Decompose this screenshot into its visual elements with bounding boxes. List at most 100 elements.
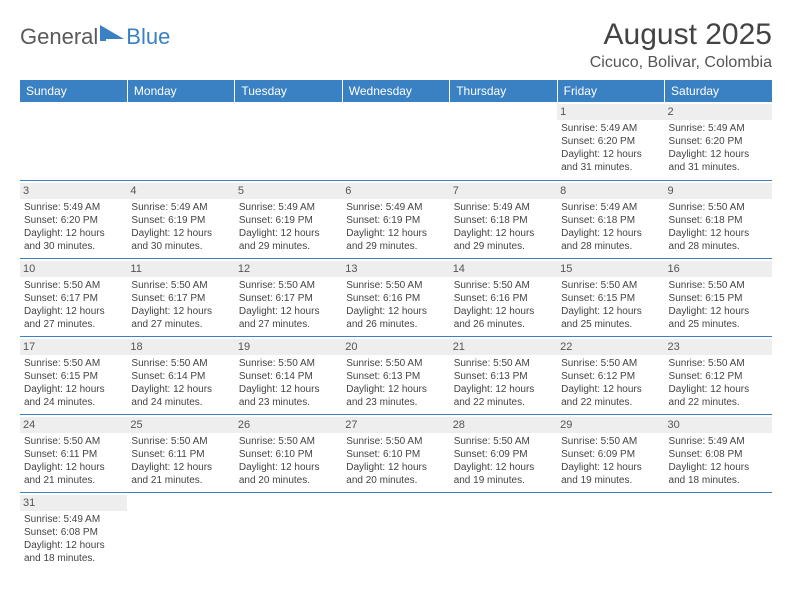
day-number: 12: [235, 261, 342, 277]
sunset-line: Sunset: 6:09 PM: [454, 448, 553, 461]
daylight-line: Daylight: 12 hours and 19 minutes.: [454, 461, 553, 487]
sunrise-line: Sunrise: 5:49 AM: [669, 435, 768, 448]
day-number: 31: [20, 495, 127, 511]
calendar-cell: 4Sunrise: 5:49 AMSunset: 6:19 PMDaylight…: [127, 180, 234, 258]
calendar-cell: [342, 102, 449, 180]
logo: General Blue: [20, 24, 170, 50]
sunset-line: Sunset: 6:10 PM: [239, 448, 338, 461]
calendar-cell: 24Sunrise: 5:50 AMSunset: 6:11 PMDayligh…: [20, 414, 127, 492]
calendar-cell: [235, 492, 342, 570]
calendar-cell: 1Sunrise: 5:49 AMSunset: 6:20 PMDaylight…: [557, 102, 664, 180]
sunrise-line: Sunrise: 5:50 AM: [346, 279, 445, 292]
daylight-line: Daylight: 12 hours and 23 minutes.: [239, 383, 338, 409]
sunrise-line: Sunrise: 5:49 AM: [454, 201, 553, 214]
daylight-line: Daylight: 12 hours and 29 minutes.: [454, 227, 553, 253]
calendar-cell: 29Sunrise: 5:50 AMSunset: 6:09 PMDayligh…: [557, 414, 664, 492]
calendar-cell: 26Sunrise: 5:50 AMSunset: 6:10 PMDayligh…: [235, 414, 342, 492]
location: Cicuco, Bolivar, Colombia: [590, 54, 772, 72]
day-number: 28: [450, 417, 557, 433]
day-number: 17: [20, 339, 127, 355]
calendar-week-row: 3Sunrise: 5:49 AMSunset: 6:20 PMDaylight…: [20, 180, 772, 258]
sunset-line: Sunset: 6:14 PM: [131, 370, 230, 383]
calendar-cell: 22Sunrise: 5:50 AMSunset: 6:12 PMDayligh…: [557, 336, 664, 414]
daylight-line: Daylight: 12 hours and 28 minutes.: [669, 227, 768, 253]
day-number: 22: [557, 339, 664, 355]
sunrise-line: Sunrise: 5:50 AM: [131, 435, 230, 448]
day-number: 5: [235, 183, 342, 199]
logo-text-general: General: [20, 24, 98, 50]
daylight-line: Daylight: 12 hours and 18 minutes.: [24, 539, 123, 565]
sunrise-line: Sunrise: 5:50 AM: [131, 279, 230, 292]
calendar-cell: 21Sunrise: 5:50 AMSunset: 6:13 PMDayligh…: [450, 336, 557, 414]
day-number: 25: [127, 417, 234, 433]
calendar-cell: 8Sunrise: 5:49 AMSunset: 6:18 PMDaylight…: [557, 180, 664, 258]
sunset-line: Sunset: 6:08 PM: [24, 526, 123, 539]
sunrise-line: Sunrise: 5:49 AM: [24, 201, 123, 214]
sunset-line: Sunset: 6:08 PM: [669, 448, 768, 461]
sunrise-line: Sunrise: 5:49 AM: [561, 122, 660, 135]
sunrise-line: Sunrise: 5:49 AM: [669, 122, 768, 135]
calendar-cell: 25Sunrise: 5:50 AMSunset: 6:11 PMDayligh…: [127, 414, 234, 492]
sunset-line: Sunset: 6:15 PM: [561, 292, 660, 305]
day-header: Wednesday: [342, 80, 449, 102]
day-header: Friday: [557, 80, 664, 102]
sunrise-line: Sunrise: 5:50 AM: [131, 357, 230, 370]
sunset-line: Sunset: 6:15 PM: [24, 370, 123, 383]
daylight-line: Daylight: 12 hours and 21 minutes.: [24, 461, 123, 487]
header: General Blue August 2025 Cicuco, Bolivar…: [20, 18, 772, 72]
day-number: 29: [557, 417, 664, 433]
calendar-cell: 10Sunrise: 5:50 AMSunset: 6:17 PMDayligh…: [20, 258, 127, 336]
sunset-line: Sunset: 6:18 PM: [454, 214, 553, 227]
sunset-line: Sunset: 6:20 PM: [24, 214, 123, 227]
day-number: 14: [450, 261, 557, 277]
sunset-line: Sunset: 6:15 PM: [669, 292, 768, 305]
daylight-line: Daylight: 12 hours and 21 minutes.: [131, 461, 230, 487]
sunrise-line: Sunrise: 5:50 AM: [239, 357, 338, 370]
sunset-line: Sunset: 6:16 PM: [454, 292, 553, 305]
sunset-line: Sunset: 6:13 PM: [346, 370, 445, 383]
daylight-line: Daylight: 12 hours and 23 minutes.: [346, 383, 445, 409]
calendar-cell: 16Sunrise: 5:50 AMSunset: 6:15 PMDayligh…: [665, 258, 772, 336]
calendar-cell: [450, 492, 557, 570]
calendar-cell: [20, 102, 127, 180]
sunrise-line: Sunrise: 5:50 AM: [669, 201, 768, 214]
daylight-line: Daylight: 12 hours and 31 minutes.: [561, 148, 660, 174]
day-number: 7: [450, 183, 557, 199]
sunset-line: Sunset: 6:17 PM: [131, 292, 230, 305]
sunset-line: Sunset: 6:12 PM: [561, 370, 660, 383]
sunrise-line: Sunrise: 5:50 AM: [239, 279, 338, 292]
day-number: 13: [342, 261, 449, 277]
daylight-line: Daylight: 12 hours and 25 minutes.: [561, 305, 660, 331]
sunset-line: Sunset: 6:19 PM: [239, 214, 338, 227]
daylight-line: Daylight: 12 hours and 18 minutes.: [669, 461, 768, 487]
sunrise-line: Sunrise: 5:50 AM: [561, 357, 660, 370]
calendar-cell: 2Sunrise: 5:49 AMSunset: 6:20 PMDaylight…: [665, 102, 772, 180]
sunset-line: Sunset: 6:19 PM: [131, 214, 230, 227]
calendar-body: 1Sunrise: 5:49 AMSunset: 6:20 PMDaylight…: [20, 102, 772, 570]
sunrise-line: Sunrise: 5:50 AM: [24, 435, 123, 448]
calendar-cell: 31 Sunrise: 5:49 AMSunset: 6:08 PMDayligh…: [20, 492, 127, 570]
sunrise-line: Sunrise: 5:49 AM: [24, 513, 123, 526]
day-number: 18: [127, 339, 234, 355]
day-number: 8: [557, 183, 664, 199]
day-number: 19: [235, 339, 342, 355]
sunset-line: Sunset: 6:20 PM: [669, 135, 768, 148]
day-header: Monday: [127, 80, 234, 102]
sunrise-line: Sunrise: 5:50 AM: [454, 435, 553, 448]
calendar-header-row: SundayMondayTuesdayWednesdayThursdayFrid…: [20, 80, 772, 102]
day-number: 9: [665, 183, 772, 199]
sunset-line: Sunset: 6:16 PM: [346, 292, 445, 305]
day-number: 16: [665, 261, 772, 277]
daylight-line: Daylight: 12 hours and 26 minutes.: [454, 305, 553, 331]
daylight-line: Daylight: 12 hours and 29 minutes.: [346, 227, 445, 253]
day-header: Sunday: [20, 80, 127, 102]
day-number: 27: [342, 417, 449, 433]
day-number: 30: [665, 417, 772, 433]
sunset-line: Sunset: 6:20 PM: [561, 135, 660, 148]
calendar-week-row: 24Sunrise: 5:50 AMSunset: 6:11 PMDayligh…: [20, 414, 772, 492]
sunset-line: Sunset: 6:18 PM: [561, 214, 660, 227]
sunset-line: Sunset: 6:10 PM: [346, 448, 445, 461]
calendar-week-row: 31 Sunrise: 5:49 AMSunset: 6:08 PMDayligh…: [20, 492, 772, 570]
calendar-cell: 14Sunrise: 5:50 AMSunset: 6:16 PMDayligh…: [450, 258, 557, 336]
calendar-cell: 23Sunrise: 5:50 AMSunset: 6:12 PMDayligh…: [665, 336, 772, 414]
